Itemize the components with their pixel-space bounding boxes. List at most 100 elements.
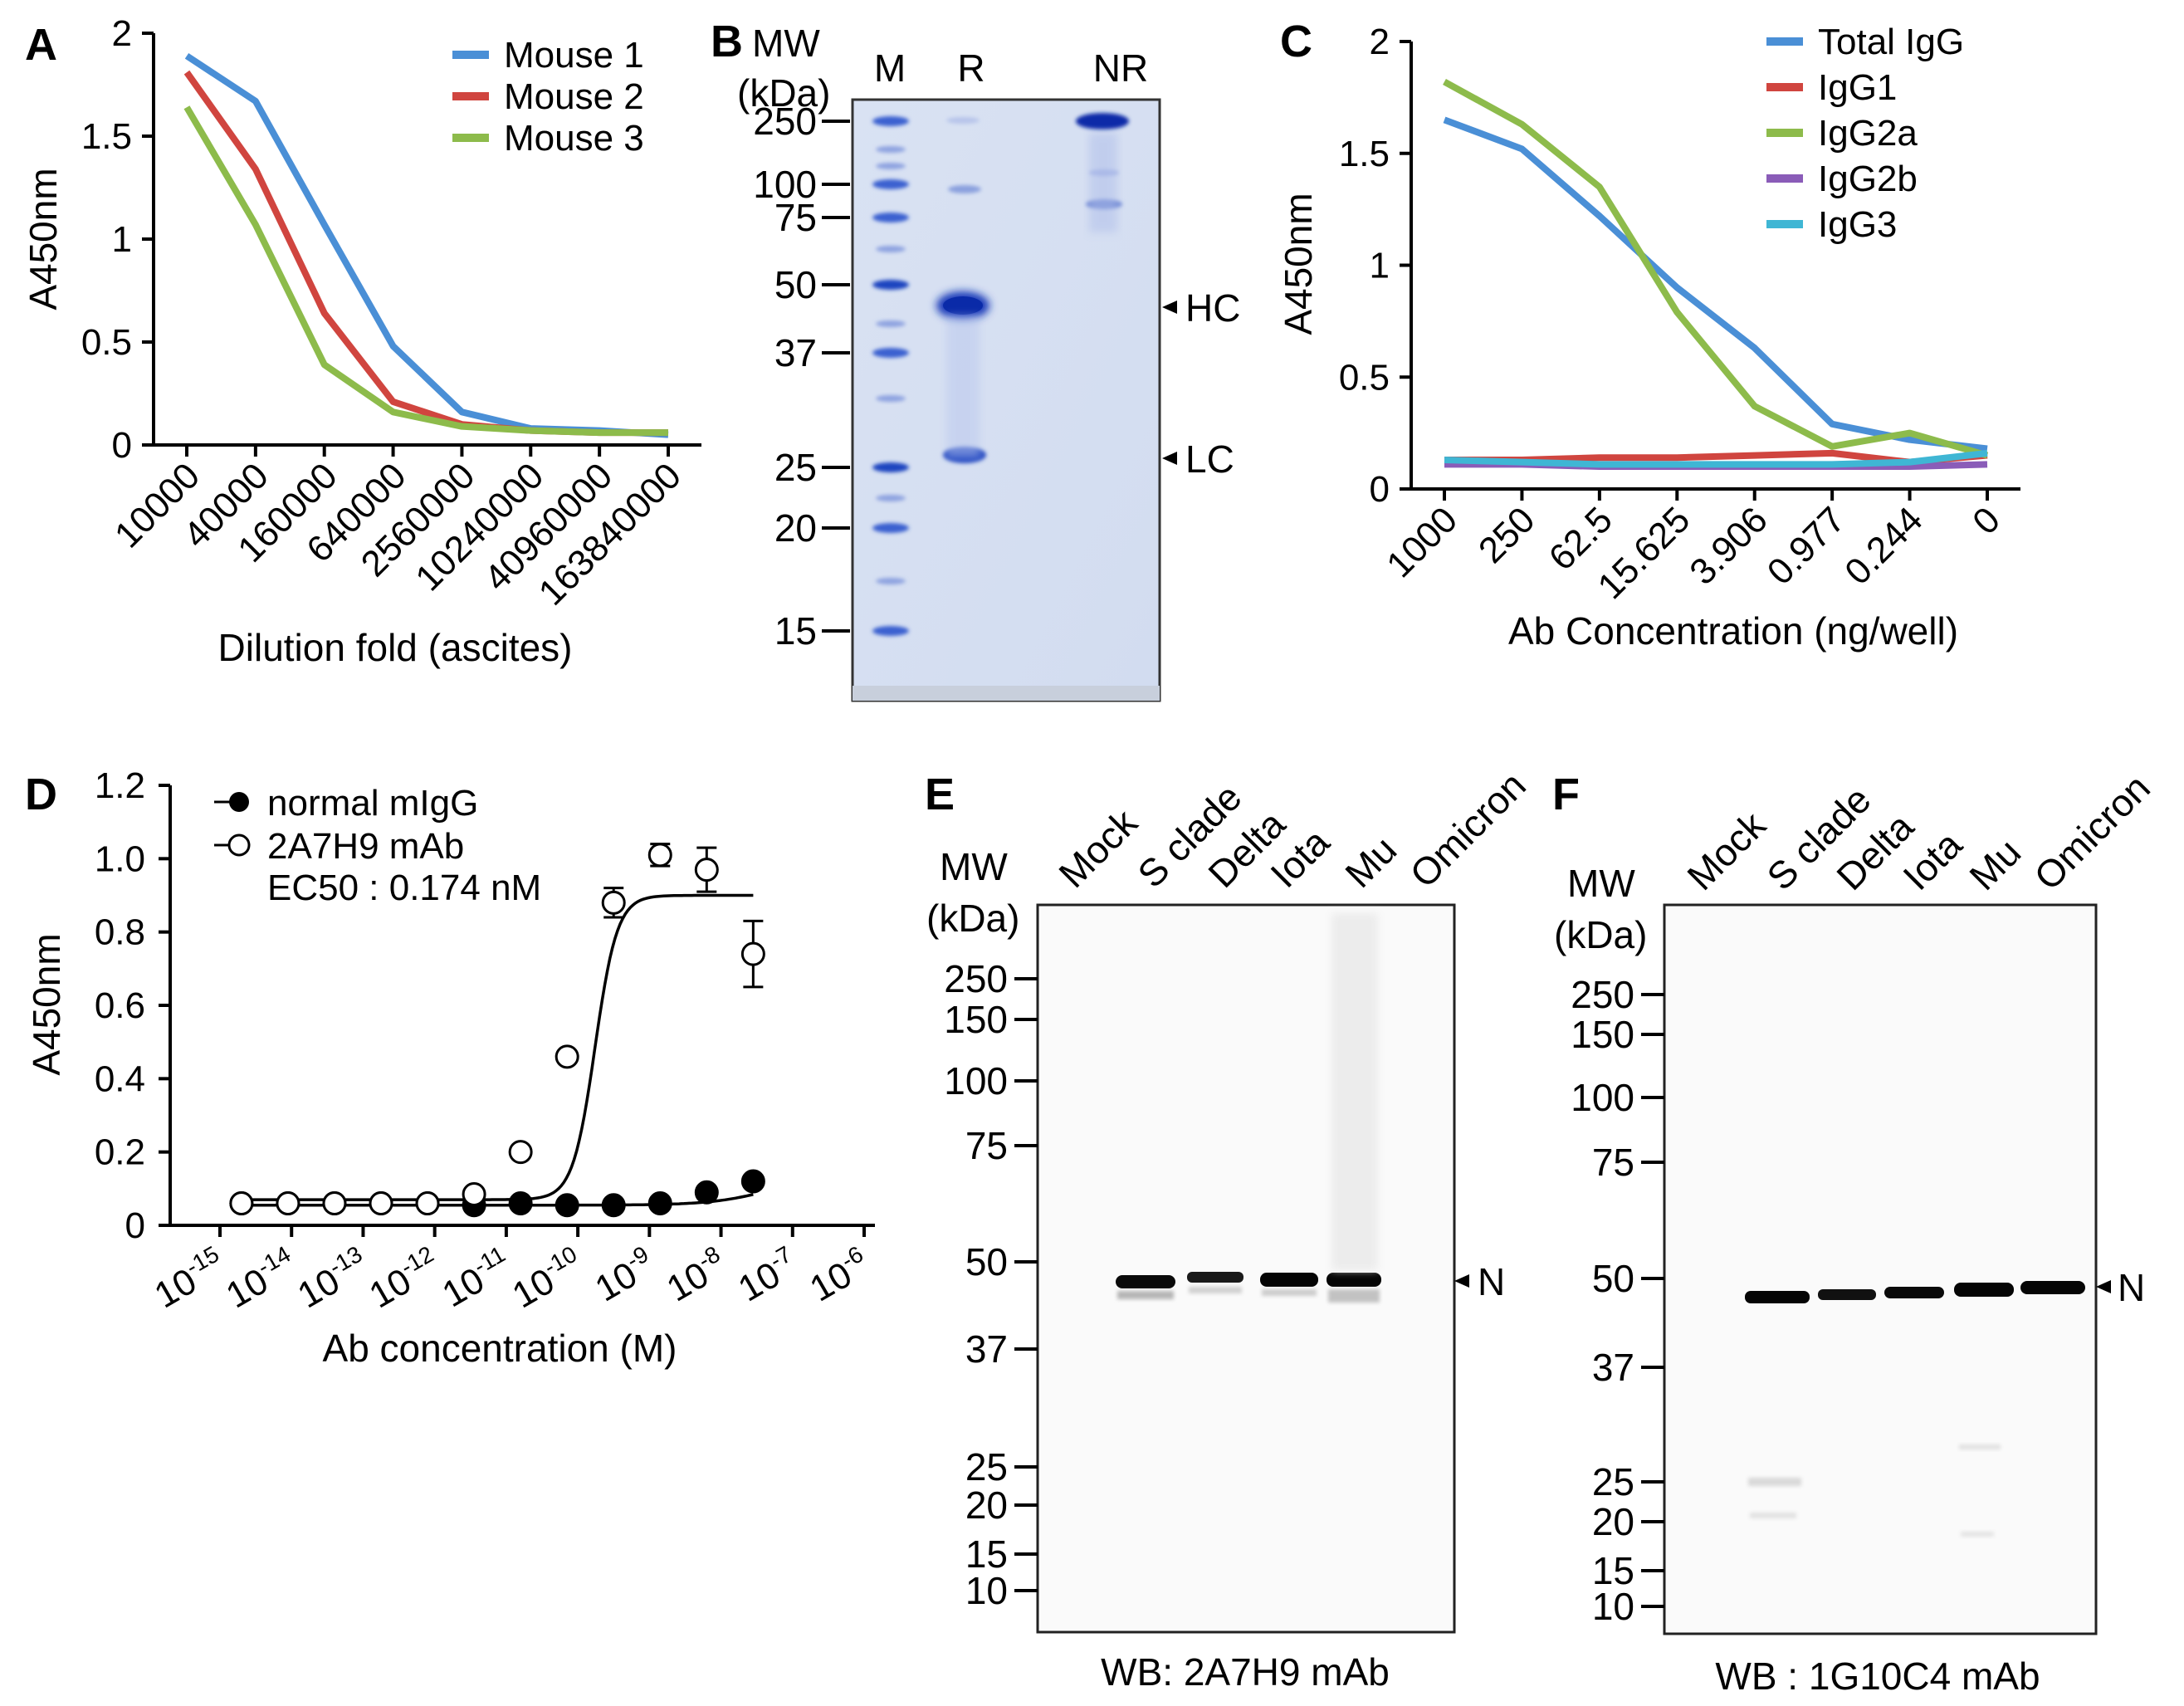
gel-smear-nr bbox=[1089, 133, 1117, 232]
gel-lane-label-nr: NR bbox=[1093, 46, 1148, 90]
chart-d-xtick-label: 10-6 bbox=[802, 1241, 877, 1310]
gel-band-r-faint bbox=[948, 185, 981, 193]
chartA-ytick-label: 2 bbox=[112, 13, 132, 54]
blot-f-band-omicron bbox=[2020, 1281, 2085, 1294]
panel-e-kda-label: (kDa) bbox=[926, 897, 1019, 940]
chartC-xtick-label: 0.244 bbox=[1837, 499, 1931, 593]
wbF-marker-label: 25 bbox=[1592, 1460, 1634, 1503]
gel-ladder-band bbox=[872, 348, 909, 358]
panel-f-kda-label: (kDa) bbox=[1554, 913, 1647, 956]
chartC-legend-label-igg2a: IgG2a bbox=[1818, 113, 1918, 154]
chart-c-xlabel: Ab Concentration (ng/well) bbox=[1508, 609, 1958, 653]
chart-d-ec50-annotation: EC50 : 0.174 nM bbox=[267, 868, 541, 908]
chart-d-legend-label-normal: normal mIgG bbox=[267, 783, 478, 824]
chart-d-point-2a7h9-mab bbox=[694, 858, 719, 882]
wbE-marker-label: 250 bbox=[944, 957, 1008, 1000]
panel-a-letter: A bbox=[25, 20, 57, 70]
blot-f-bands bbox=[1745, 1281, 2085, 1537]
chart-d-point-2a7h9-mab bbox=[369, 1191, 393, 1215]
chart-d-point-2a7h9-mab bbox=[508, 1140, 533, 1165]
gel-ladder-faint-band bbox=[876, 163, 906, 169]
wbF-marker-label: 150 bbox=[1571, 1013, 1634, 1056]
wbE-lane-label-mock: Mock bbox=[1050, 800, 1146, 896]
chart-d-point-2a7h9-mab bbox=[276, 1191, 300, 1215]
panel-b-letter: B bbox=[711, 17, 743, 66]
blot-e-band-shadow-2 bbox=[1189, 1287, 1242, 1293]
chart-d-point-2a7h9-mab bbox=[555, 1044, 579, 1069]
wbF-lane-label-mock: Mock bbox=[1678, 803, 1774, 898]
gel-band-label-lc: LC bbox=[1185, 437, 1234, 481]
chart-a-ylabel: A450nm bbox=[22, 168, 65, 310]
chart-d-ylabel: A450nm bbox=[25, 933, 68, 1075]
chartA-ytick-label: 1.5 bbox=[81, 116, 132, 157]
wbF-marker-label: 100 bbox=[1571, 1076, 1634, 1119]
wbE-marker-label: 100 bbox=[944, 1059, 1008, 1102]
panel-b-mw-label: MW bbox=[752, 22, 820, 65]
panel-e-mw-label: MW bbox=[940, 845, 1008, 888]
chart-d-ytick-label: 0.8 bbox=[95, 912, 145, 953]
gel-arrow-hc bbox=[1162, 301, 1177, 314]
chart-d-point-2a7h9-mab bbox=[322, 1191, 347, 1215]
blot-e-band-mu bbox=[1327, 1273, 1381, 1287]
wbF-marker-label: 37 bbox=[1592, 1346, 1634, 1389]
chartA-legend-label-mouse-3: Mouse 3 bbox=[504, 118, 644, 159]
chartC-xtick-label: 0.977 bbox=[1760, 499, 1854, 593]
chart-d-point-2a7h9-mab bbox=[601, 890, 626, 915]
blot-f-band-s-clade bbox=[1745, 1291, 1810, 1303]
blot-f-faint-band-2 bbox=[1750, 1513, 1796, 1518]
chartC-xtick-label: 0 bbox=[1965, 499, 2008, 542]
gel-ladder-band bbox=[872, 116, 909, 126]
chart-d-xtick-label: 10-7 bbox=[730, 1241, 804, 1310]
chart-d-point-normal-migg bbox=[740, 1169, 765, 1194]
gel-ladder-band bbox=[872, 462, 909, 472]
blot-e-band-s-clade bbox=[1116, 1275, 1175, 1288]
chart-d-point-normal-migg bbox=[647, 1191, 672, 1215]
wbF-lane-label-mu: Mu bbox=[1961, 830, 2029, 898]
chartA-legend-label-mouse-1: Mouse 1 bbox=[504, 35, 644, 76]
chart-d-point-2a7h9-mab bbox=[229, 1191, 254, 1215]
gel-ladder-faint-band bbox=[876, 320, 906, 327]
panel-d: D 00.20.40.60.81.01.2 10-1510-1410-1310-… bbox=[25, 765, 877, 1370]
chart-d-xtick-label: 10-10 bbox=[504, 1241, 590, 1317]
wbF-marker-label: 20 bbox=[1592, 1500, 1634, 1543]
chart-d-legend: normal mIgG 2A7H9 mAb EC50 : 0.174 nM bbox=[214, 783, 541, 908]
chartC-ytick-label: 0 bbox=[1370, 469, 1390, 510]
blot-e-arrow-n bbox=[1454, 1274, 1469, 1288]
gel-marker-label: 50 bbox=[774, 263, 817, 306]
wbF-marker-label: 250 bbox=[1571, 973, 1634, 1016]
blot-f-arrow-n bbox=[2096, 1280, 2111, 1293]
gel-smear-r bbox=[946, 315, 980, 457]
wbE-marker-label: 20 bbox=[965, 1484, 1008, 1527]
chart-d-ytick-label: 1.0 bbox=[95, 838, 145, 879]
gel-band-r-top bbox=[946, 117, 980, 124]
chartA-ytick-label: 0 bbox=[112, 425, 132, 466]
gel-ladder-band bbox=[872, 179, 909, 189]
wbF-marker-label: 15 bbox=[1592, 1549, 1634, 1592]
blot-e-band-shadow-1 bbox=[1117, 1291, 1174, 1299]
chartC-ytick-label: 2 bbox=[1370, 22, 1390, 62]
gel-marker-label: 15 bbox=[774, 609, 817, 653]
blot-e-band-delta bbox=[1187, 1272, 1243, 1283]
chartA-legend-label-mouse-2: Mouse 2 bbox=[504, 76, 644, 117]
chartC-ytick-label: 1 bbox=[1370, 246, 1390, 286]
blot-f-band-label-n: N bbox=[2118, 1266, 2145, 1309]
gel-ladder-band bbox=[872, 280, 909, 290]
chart-a: 00.511.52 100004000016000064000025600001… bbox=[22, 13, 701, 669]
gel-ladder-faint-band bbox=[876, 495, 906, 501]
chart-d-fit-2a7h9-mab bbox=[241, 893, 754, 1201]
chart-d-ytick-label: 1.2 bbox=[95, 765, 145, 806]
gel-ladder-faint-band bbox=[876, 246, 906, 252]
chart-d-ytick-label: 0 bbox=[125, 1205, 145, 1246]
blot-f-caption: WB : 1G10C4 mAb bbox=[1715, 1655, 2040, 1698]
blot-e-smear-mu bbox=[1331, 913, 1378, 1270]
gel-ladder-band bbox=[872, 523, 909, 533]
gel-marker-label: 37 bbox=[774, 331, 817, 374]
blot-e-band-shadow-3 bbox=[1262, 1289, 1317, 1296]
wbF-marker-label: 10 bbox=[1592, 1585, 1634, 1628]
gel-ladder-band bbox=[872, 626, 909, 636]
blot-e-bands bbox=[1116, 913, 1381, 1303]
chartC-xtick-label: 250 bbox=[1471, 499, 1543, 571]
